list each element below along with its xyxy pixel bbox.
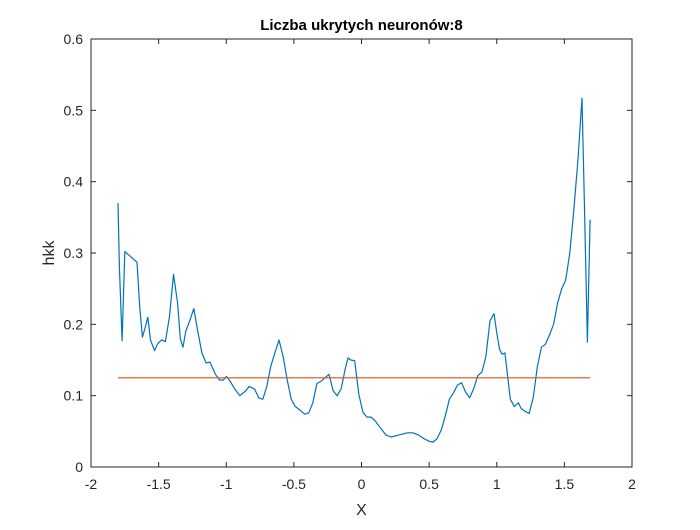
y-axis-label: hkk bbox=[41, 240, 58, 266]
x-tick-label: -2 bbox=[85, 476, 98, 492]
y-tick-label: 0.3 bbox=[64, 245, 84, 261]
series-layer bbox=[117, 97, 591, 443]
x-tick-label: 1 bbox=[493, 476, 501, 492]
series-line-hkk bbox=[117, 97, 591, 443]
axes-background bbox=[91, 39, 632, 467]
x-tick-label: -1 bbox=[220, 476, 233, 492]
y-tick-label: 0.4 bbox=[64, 174, 84, 190]
x-axis-label: X bbox=[356, 502, 367, 519]
chart-title: Liczba ukrytych neuronów:8 bbox=[260, 17, 463, 34]
y-tick-label: 0.1 bbox=[64, 388, 84, 404]
y-tick-label: 0 bbox=[75, 459, 83, 475]
x-tick-label: 2 bbox=[628, 476, 636, 492]
axes-box bbox=[90, 38, 633, 468]
ticks-layer: -2 -1.5 -1 -0.5 0 0.5 1 1.5 2 0 0.1 0.2 0.3 0.4 0.5 0.6 bbox=[64, 31, 637, 492]
y-tick-label: 0.2 bbox=[64, 316, 84, 332]
y-tick-label: 0.5 bbox=[64, 102, 84, 118]
x-tick-label: 0.5 bbox=[419, 476, 439, 492]
y-tick-label: 0.6 bbox=[64, 31, 84, 47]
x-tick-label: 1.5 bbox=[555, 476, 575, 492]
x-tick-label: -0.5 bbox=[282, 476, 306, 492]
x-tick-label: -1.5 bbox=[147, 476, 171, 492]
x-tick-label: 0 bbox=[358, 476, 366, 492]
